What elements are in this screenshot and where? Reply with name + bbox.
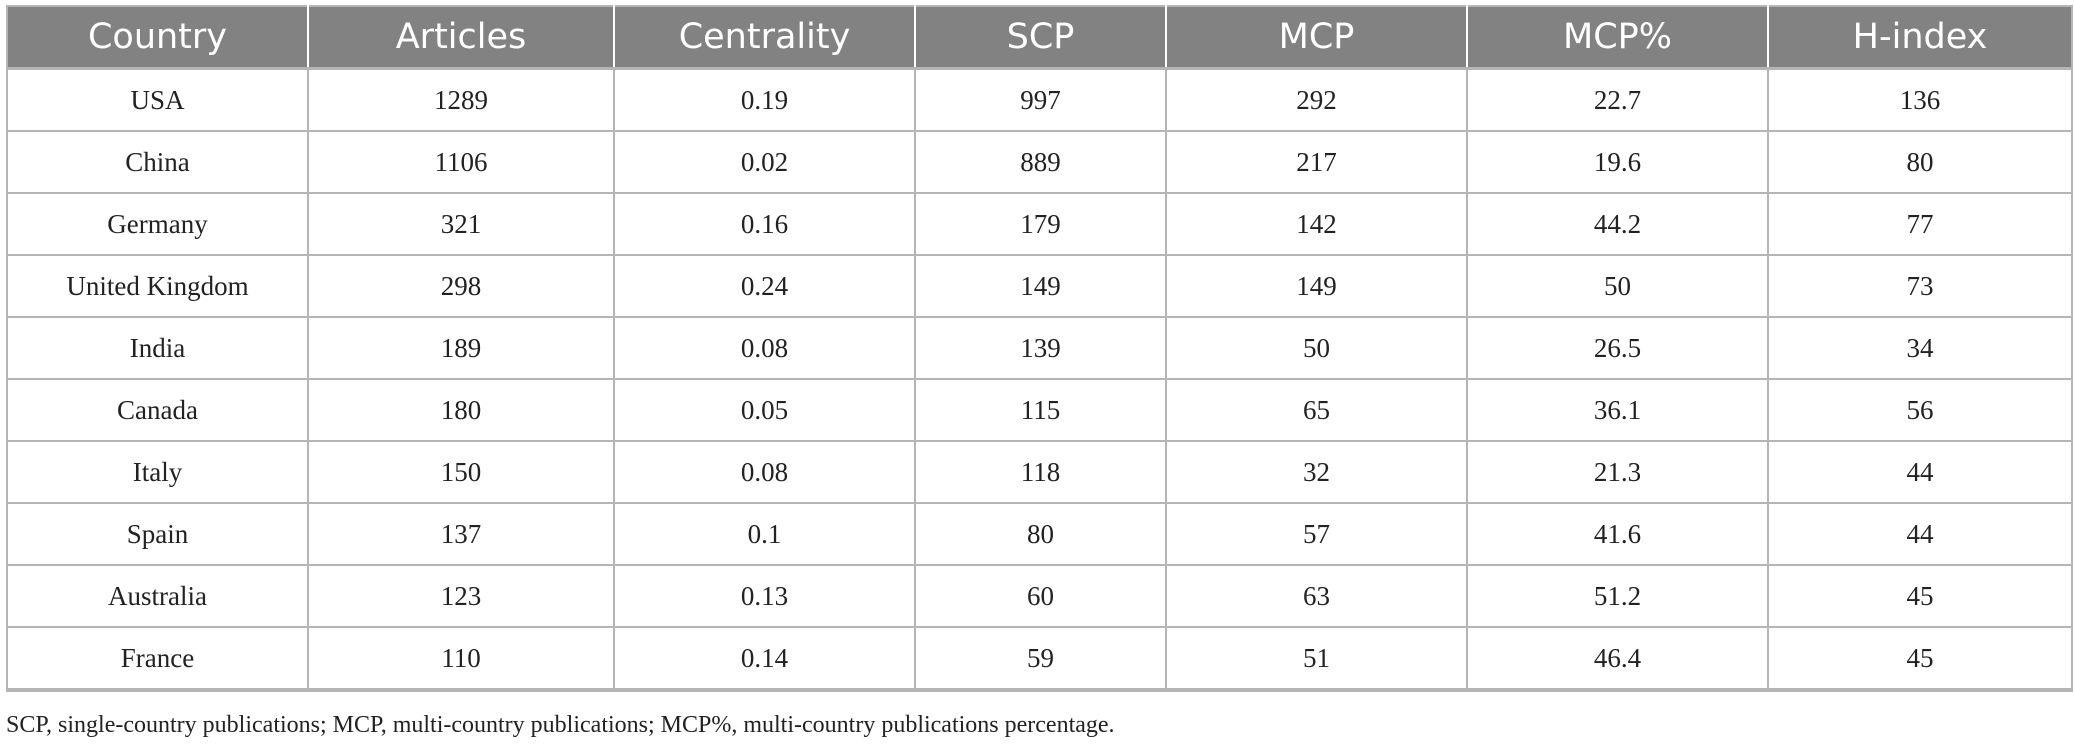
cell-h-index: 73	[1767, 254, 2073, 318]
cell-country: France	[6, 626, 309, 692]
cell-scp: 60	[914, 564, 1167, 628]
header-country: Country	[6, 5, 309, 70]
cell-country: USA	[6, 67, 309, 132]
cell-country: Germany	[6, 192, 309, 256]
cell-articles: 150	[307, 440, 615, 504]
cell-h-index: 45	[1767, 626, 2073, 692]
cell-h-index: 80	[1767, 130, 2073, 194]
table-row: China 1106 0.02 889 217 19.6 80	[6, 130, 2073, 194]
cell-mcp: 50	[1165, 316, 1468, 380]
cell-mcp: 57	[1165, 502, 1468, 566]
table-row: Germany 321 0.16 179 142 44.2 77	[6, 192, 2073, 256]
cell-mcp: 142	[1165, 192, 1468, 256]
cell-articles: 298	[307, 254, 615, 318]
cell-h-index: 77	[1767, 192, 2073, 256]
cell-h-index: 44	[1767, 440, 2073, 504]
cell-articles: 180	[307, 378, 615, 442]
cell-centrality: 0.16	[613, 192, 916, 256]
cell-mcp-percent: 50	[1466, 254, 1769, 318]
cell-country: China	[6, 130, 309, 194]
cell-centrality: 0.05	[613, 378, 916, 442]
header-articles: Articles	[307, 5, 615, 70]
header-mcp-percent: MCP%	[1466, 5, 1769, 70]
cell-mcp: 149	[1165, 254, 1468, 318]
cell-articles: 1106	[307, 130, 615, 194]
cell-mcp: 292	[1165, 67, 1468, 132]
cell-scp: 139	[914, 316, 1167, 380]
cell-mcp: 65	[1165, 378, 1468, 442]
cell-articles: 110	[307, 626, 615, 692]
header-h-index: H-index	[1767, 5, 2073, 70]
cell-mcp: 63	[1165, 564, 1468, 628]
cell-mcp-percent: 26.5	[1466, 316, 1769, 380]
cell-scp: 149	[914, 254, 1167, 318]
cell-mcp-percent: 44.2	[1466, 192, 1769, 256]
cell-mcp: 32	[1165, 440, 1468, 504]
cell-mcp-percent: 21.3	[1466, 440, 1769, 504]
cell-country: Canada	[6, 378, 309, 442]
cell-mcp-percent: 22.7	[1466, 67, 1769, 132]
cell-articles: 189	[307, 316, 615, 380]
country-table: Country Articles Centrality SCP MCP MCP%…	[6, 5, 2073, 692]
cell-scp: 59	[914, 626, 1167, 692]
table-row: France 110 0.14 59 51 46.4 45	[6, 626, 2073, 692]
table-row: India 189 0.08 139 50 26.5 34	[6, 316, 2073, 380]
cell-centrality: 0.19	[613, 67, 916, 132]
table-row: Spain 137 0.1 80 57 41.6 44	[6, 502, 2073, 566]
cell-h-index: 44	[1767, 502, 2073, 566]
cell-country: United Kingdom	[6, 254, 309, 318]
table-row: Australia 123 0.13 60 63 51.2 45	[6, 564, 2073, 628]
cell-h-index: 34	[1767, 316, 2073, 380]
table-row: Canada 180 0.05 115 65 36.1 56	[6, 378, 2073, 442]
cell-scp: 115	[914, 378, 1167, 442]
cell-h-index: 56	[1767, 378, 2073, 442]
cell-mcp-percent: 36.1	[1466, 378, 1769, 442]
cell-country: Spain	[6, 502, 309, 566]
cell-scp: 179	[914, 192, 1167, 256]
table-body: USA 1289 0.19 997 292 22.7 136 China 1106 0.02 889…	[6, 67, 2073, 692]
cell-scp: 889	[914, 130, 1167, 194]
cell-articles: 123	[307, 564, 615, 628]
cell-scp: 118	[914, 440, 1167, 504]
country-table-container: Country Articles Centrality SCP MCP MCP%…	[6, 5, 2073, 692]
table-footnote: SCP, single-country publications; MCP, m…	[6, 712, 1115, 738]
cell-h-index: 45	[1767, 564, 2073, 628]
cell-centrality: 0.08	[613, 316, 916, 380]
cell-mcp: 217	[1165, 130, 1468, 194]
cell-scp: 80	[914, 502, 1167, 566]
cell-centrality: 0.24	[613, 254, 916, 318]
cell-centrality: 0.1	[613, 502, 916, 566]
header-centrality: Centrality	[613, 5, 916, 70]
header-row: Country Articles Centrality SCP MCP MCP%…	[6, 5, 2073, 70]
cell-mcp-percent: 41.6	[1466, 502, 1769, 566]
cell-country: India	[6, 316, 309, 380]
cell-scp: 997	[914, 67, 1167, 132]
cell-mcp-percent: 51.2	[1466, 564, 1769, 628]
cell-articles: 1289	[307, 67, 615, 132]
cell-centrality: 0.14	[613, 626, 916, 692]
header-scp: SCP	[914, 5, 1167, 70]
header-mcp: MCP	[1165, 5, 1468, 70]
cell-articles: 137	[307, 502, 615, 566]
cell-mcp-percent: 19.6	[1466, 130, 1769, 194]
cell-mcp-percent: 46.4	[1466, 626, 1769, 692]
cell-h-index: 136	[1767, 67, 2073, 132]
cell-mcp: 51	[1165, 626, 1468, 692]
cell-articles: 321	[307, 192, 615, 256]
cell-country: Australia	[6, 564, 309, 628]
cell-country: Italy	[6, 440, 309, 504]
table-row: USA 1289 0.19 997 292 22.7 136	[6, 67, 2073, 132]
table-row: Italy 150 0.08 118 32 21.3 44	[6, 440, 2073, 504]
table-row: United Kingdom 298 0.24 149 149 50 73	[6, 254, 2073, 318]
cell-centrality: 0.13	[613, 564, 916, 628]
cell-centrality: 0.08	[613, 440, 916, 504]
cell-centrality: 0.02	[613, 130, 916, 194]
